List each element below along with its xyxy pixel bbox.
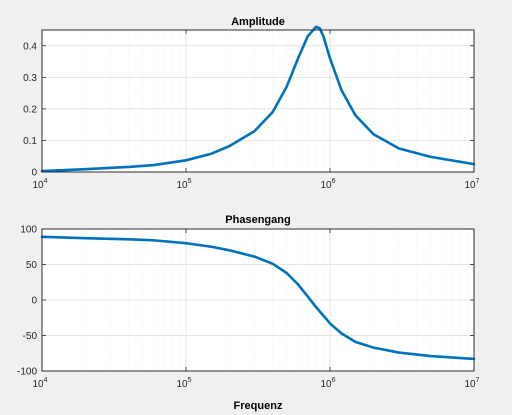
phase-x-tick-label: 105 <box>176 377 191 390</box>
amplitude-x-tick-base: 10 <box>464 180 476 191</box>
amplitude-x-tick-base: 10 <box>32 180 44 191</box>
amplitude-y-tick-label: 0.3 <box>23 73 37 84</box>
amplitude-y-tick-label: 0.1 <box>23 136 37 147</box>
phase-x-tick-label: 104 <box>32 377 47 390</box>
amplitude-x-tick-label: 105 <box>176 178 191 191</box>
phase-x-tick-label: 107 <box>464 377 479 390</box>
phase-x-tick-exp: 4 <box>44 377 48 384</box>
phase-y-tick-label: -50 <box>23 331 38 342</box>
phase-title: Phasengang <box>225 214 290 226</box>
amplitude-x-tick-base: 10 <box>320 180 332 191</box>
phase-plot: Phasengang Frequenz 104 105 106 107-100-500… <box>17 214 480 412</box>
phase-y-tick-label: 50 <box>26 260 38 271</box>
x-axis-label: Frequenz <box>234 400 283 412</box>
amplitude-x-tick-exp: 4 <box>44 178 48 185</box>
phase-x-tick-base: 10 <box>32 379 44 390</box>
phase-x-tick-exp: 5 <box>188 377 192 384</box>
amplitude-y-tick-label: 0.2 <box>23 104 37 115</box>
amplitude-series-line-0 <box>40 25 476 173</box>
amplitude-x-tick-label: 106 <box>320 178 335 191</box>
phase-y-tick-label: 100 <box>20 225 37 236</box>
phase-grid <box>42 229 474 371</box>
phase-x-tick-exp: 7 <box>476 377 480 384</box>
amplitude-y-tick-label: 0 <box>31 168 37 179</box>
phase-y-tick-label: 0 <box>31 296 37 307</box>
phase-x-tick-base: 10 <box>320 379 332 390</box>
amplitude-x-tick-exp: 7 <box>476 178 480 185</box>
phase-x-tick-base: 10 <box>176 379 188 390</box>
phase-x-tick-base: 10 <box>464 379 476 390</box>
amplitude-axes-frame <box>41 29 475 173</box>
phase-series-line-0 <box>40 235 476 361</box>
amplitude-grid <box>42 30 474 172</box>
amplitude-title: Amplitude <box>231 16 285 28</box>
phase-x-tick-label: 106 <box>320 377 335 390</box>
amplitude-y-tick-label: 0.4 <box>23 41 37 52</box>
amplitude-x-tick-label: 107 <box>464 178 479 191</box>
amplitude-x-tick-exp: 6 <box>332 178 336 185</box>
phase-x-tick-exp: 6 <box>332 377 336 384</box>
amplitude-x-tick-exp: 5 <box>188 178 192 185</box>
phase-y-tick-label: -100 <box>17 367 37 378</box>
amplitude-x-tick-label: 104 <box>32 178 47 191</box>
amplitude-x-tick-base: 10 <box>176 180 188 191</box>
